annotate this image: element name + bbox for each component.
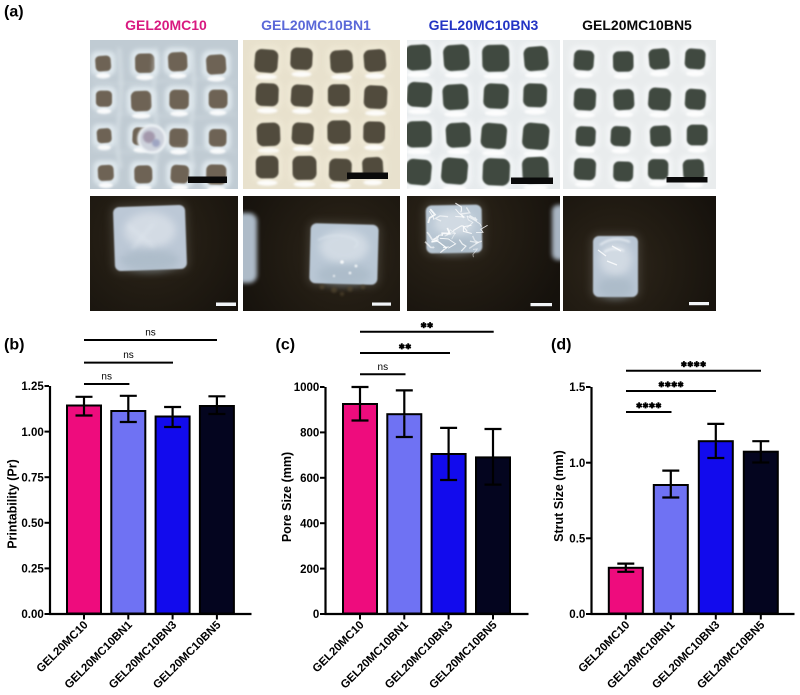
svg-text:600: 600: [300, 473, 319, 485]
svg-text:800: 800: [300, 428, 319, 440]
svg-text:0.75: 0.75: [21, 472, 44, 484]
svg-text:200: 200: [300, 564, 319, 576]
svg-text:(c): (c): [276, 337, 296, 354]
svg-text:0.00: 0.00: [21, 609, 43, 621]
svg-text:Pore Size (mm): Pore Size (mm): [280, 452, 294, 542]
svg-text:(a): (a): [4, 3, 24, 20]
svg-text:400: 400: [300, 518, 319, 530]
svg-text:1.0: 1.0: [569, 458, 585, 470]
svg-text:1.00: 1.00: [21, 427, 43, 439]
svg-text:Strut Size (mm): Strut Size (mm): [552, 450, 566, 542]
svg-text:0.50: 0.50: [21, 518, 43, 530]
svg-text:GEL20MC10BN5: GEL20MC10BN5: [582, 17, 692, 33]
svg-text:ns: ns: [123, 350, 134, 361]
svg-text:0.25: 0.25: [21, 564, 44, 576]
svg-text:1.25: 1.25: [21, 381, 44, 393]
svg-text:0: 0: [313, 609, 319, 621]
svg-text:GEL20MC10BN1: GEL20MC10BN1: [261, 17, 371, 33]
svg-text:GEL20MC10: GEL20MC10: [125, 17, 207, 33]
svg-text:0.0: 0.0: [569, 609, 585, 621]
svg-text:ns: ns: [378, 362, 389, 373]
svg-text:0.5: 0.5: [569, 534, 586, 546]
svg-text:1.5: 1.5: [569, 382, 586, 394]
svg-text:(d): (d): [551, 337, 571, 354]
svg-text:ns: ns: [145, 328, 156, 339]
svg-text:(b): (b): [4, 337, 24, 354]
svg-text:GEL20MC10BN3: GEL20MC10BN3: [429, 17, 539, 33]
svg-text:1000: 1000: [294, 382, 320, 394]
svg-text:ns: ns: [101, 372, 112, 383]
svg-text:Printability (Pr): Printability (Pr): [6, 459, 20, 549]
